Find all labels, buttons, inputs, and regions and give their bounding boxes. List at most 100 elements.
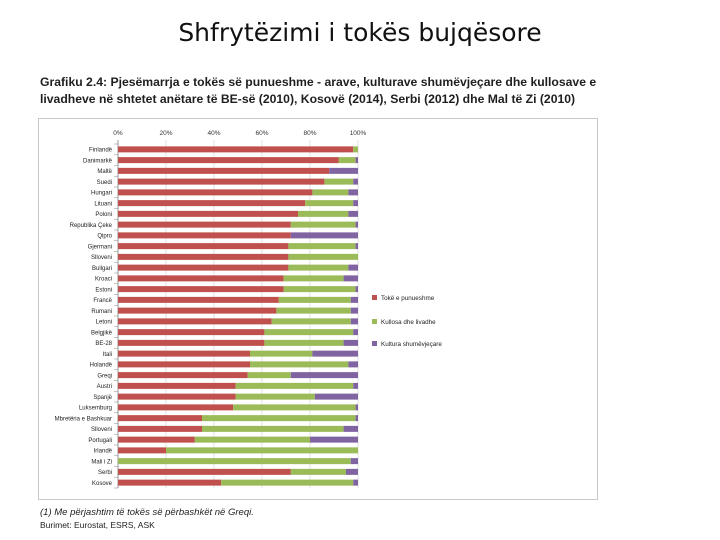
bar-segment	[118, 296, 279, 303]
bar-segment	[355, 157, 358, 164]
bar-segment	[343, 425, 358, 432]
bar-segment	[118, 243, 289, 250]
category-label: Estoni	[95, 287, 112, 293]
bar-segment	[276, 307, 351, 314]
category-label: BE-28	[95, 341, 112, 347]
x-tick-label: 60%	[255, 130, 268, 137]
category-label: Portugali	[88, 438, 112, 444]
bar-segment	[118, 146, 354, 153]
bar-segment	[348, 264, 358, 271]
bar-segment	[343, 339, 358, 346]
bar-segment	[118, 200, 306, 207]
legend-swatch	[372, 341, 377, 346]
bar-segment	[346, 468, 358, 475]
category-label: Kroaci	[95, 277, 112, 283]
bar-segment	[118, 350, 250, 357]
category-label: Suedi	[97, 180, 112, 186]
bar-segment	[235, 393, 315, 400]
category-label: Finlandë	[89, 148, 113, 154]
bar-segment	[350, 318, 358, 325]
x-tick-label: 20%	[159, 130, 172, 137]
legend-swatch	[372, 319, 377, 324]
category-label: Mbretëria e Bashkuar	[55, 416, 112, 422]
bar-segment	[166, 447, 358, 454]
bar-segment	[235, 382, 354, 389]
bar-segment	[355, 415, 358, 422]
bar-segment	[283, 286, 356, 293]
bar-segment	[118, 382, 236, 389]
bar-segment	[348, 210, 358, 217]
bar-segment	[118, 189, 313, 196]
bar-segment	[118, 447, 166, 454]
bar-segment	[118, 307, 277, 314]
legend-label: Tokë e punueshme	[381, 295, 435, 302]
bar-segment	[355, 404, 358, 411]
category-label: Republika Çeke	[70, 223, 113, 229]
bar-segment	[355, 286, 358, 293]
bar-segment	[118, 425, 202, 432]
bar-segment	[118, 404, 234, 411]
bar-segment	[350, 296, 358, 303]
category-label: Irlandë	[94, 449, 113, 455]
bar-segment	[353, 329, 358, 336]
bar-segment	[350, 458, 358, 465]
bar-segment	[118, 167, 330, 174]
bar-segment	[290, 221, 356, 228]
bar-segment	[355, 221, 358, 228]
category-label: Francë	[93, 298, 112, 304]
bar-segment	[353, 479, 358, 486]
category-label: Danimarkë	[83, 158, 113, 164]
bar-segment	[343, 275, 358, 282]
category-label: Slloveni	[91, 427, 112, 433]
bar-segment	[314, 393, 358, 400]
bar-segment	[233, 404, 356, 411]
category-label: Greqi	[97, 373, 112, 379]
bar-segment	[264, 329, 354, 336]
category-label: Kosove	[92, 481, 113, 487]
bar-segment	[278, 296, 351, 303]
bar-segment	[338, 157, 356, 164]
category-label: Itali	[103, 352, 112, 358]
bar-segment	[305, 200, 354, 207]
category-label: Luksemburg	[79, 406, 112, 412]
bar-segment	[310, 436, 358, 443]
bar-segment	[298, 210, 349, 217]
bar-segment	[118, 361, 250, 368]
category-label: Maltë	[97, 169, 112, 175]
bar-segment	[247, 372, 291, 379]
bar-segment	[118, 178, 325, 185]
bar-segment	[221, 479, 354, 486]
bar-segment	[118, 393, 236, 400]
bar-segment	[353, 146, 358, 153]
bar-segment	[118, 157, 339, 164]
bar-segment	[118, 210, 298, 217]
bar-segment	[118, 253, 289, 260]
bar-segment	[118, 468, 291, 475]
caption-line-1: Grafiku 2.4: Pjesëmarrja e tokës së punu…	[40, 75, 597, 89]
bar-segment	[312, 350, 358, 357]
category-label: Slloveni	[91, 255, 112, 261]
category-label: Mali i Zi	[91, 459, 112, 465]
bar-segment	[288, 243, 356, 250]
legend-label: Kultura shumëvjeçare	[381, 341, 442, 348]
bar-segment	[118, 264, 289, 271]
bar-segment	[202, 425, 344, 432]
bar-segment	[118, 479, 222, 486]
bar-segment	[118, 372, 248, 379]
bar-segment	[312, 189, 349, 196]
bar-segment	[118, 329, 265, 336]
x-tick-label: 80%	[303, 130, 316, 137]
category-label: Bullgari	[92, 266, 112, 272]
slide-title: Shfrytëzimi i tokës bujqësore	[178, 18, 542, 47]
category-label: Gjermani	[88, 244, 112, 250]
legend-label: Kullosa dhe livadhe	[381, 319, 436, 326]
bar-segment	[353, 178, 358, 185]
bar-segment	[290, 372, 358, 379]
category-label: Serbi	[98, 470, 112, 476]
bar-segment	[288, 264, 349, 271]
bar-segment	[118, 436, 195, 443]
bar-segment	[348, 361, 358, 368]
category-label: Hungari	[91, 191, 112, 197]
caption-line-2: livadheve në shtetet anëtare të BE-së (2…	[40, 92, 576, 106]
footnote: (1) Me përjashtim të tokës së përbashkët…	[40, 507, 254, 518]
